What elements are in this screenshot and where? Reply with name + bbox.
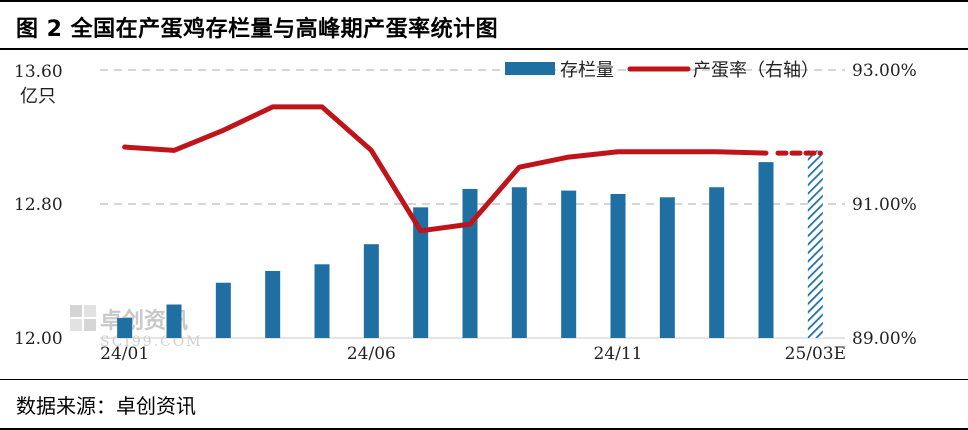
watermark-logo-square	[70, 319, 82, 331]
watermark-logo-square	[70, 305, 82, 317]
x-tick-label: 25/03E	[785, 344, 846, 364]
bar	[659, 197, 675, 338]
bar	[413, 207, 429, 338]
left-tick-label: 12.80	[14, 195, 63, 215]
x-tick-label: 24/01	[100, 344, 149, 364]
line-series	[122, 104, 769, 234]
right-tick-label: 91.00%	[852, 195, 917, 215]
source-bar: 数据来源：卓创资讯	[0, 379, 968, 430]
bar	[117, 317, 133, 338]
bar	[561, 190, 577, 338]
legend-bar-label: 存栏量	[560, 60, 614, 81]
chart-title: 图 2 全国在产蛋鸡存栏量与高峰期产蛋率统计图	[16, 17, 499, 42]
watermark-logo-square	[84, 305, 96, 317]
bars-layer	[117, 150, 823, 338]
bar	[709, 187, 725, 338]
right-tick-label: 93.00%	[852, 61, 917, 81]
watermark-logo-square	[84, 319, 96, 331]
bar	[462, 188, 478, 338]
bar	[758, 162, 774, 338]
bar	[314, 264, 330, 338]
axis-layer: 13.60 亿只 12.00 12.80 89.00% 91.00% 93.00% 24/…	[14, 61, 917, 364]
line-layer	[122, 104, 823, 234]
legend-bar-swatch	[505, 62, 555, 75]
data-source: 数据来源：卓创资讯	[16, 394, 196, 418]
legend-line-label: 产蛋率（右轴）	[693, 60, 819, 81]
left-axis-top-label: 13.60	[14, 62, 63, 82]
legend: 存栏量 产蛋率（右轴）	[505, 60, 819, 81]
x-tick-label: 24/11	[594, 344, 643, 364]
bar	[610, 193, 626, 338]
bar	[265, 271, 281, 338]
bar	[363, 244, 379, 338]
left-tick-label: 12.00	[14, 329, 63, 349]
right-tick-label: 89.00%	[852, 329, 917, 349]
bar	[166, 304, 182, 338]
left-axis-unit-label: 亿只	[20, 86, 56, 107]
bar	[511, 187, 527, 338]
x-tick-label: 24/06	[347, 344, 396, 364]
chart-area: 卓创资讯 SCI99.COM 13.60 亿只 12.0012.8089.00%…	[14, 60, 917, 364]
bar	[215, 282, 231, 338]
chart-title-bar: 图 2 全国在产蛋鸡存栏量与高峰期产蛋率统计图	[0, 0, 968, 50]
bar-forecast	[807, 150, 823, 338]
